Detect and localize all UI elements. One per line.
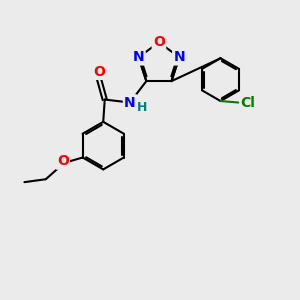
Text: N: N <box>133 50 144 64</box>
Text: Cl: Cl <box>241 95 256 110</box>
Text: N: N <box>124 95 136 110</box>
Text: O: O <box>153 35 165 50</box>
Text: O: O <box>93 64 105 79</box>
Text: N: N <box>173 50 185 64</box>
Text: H: H <box>137 101 148 114</box>
Text: O: O <box>57 154 69 168</box>
